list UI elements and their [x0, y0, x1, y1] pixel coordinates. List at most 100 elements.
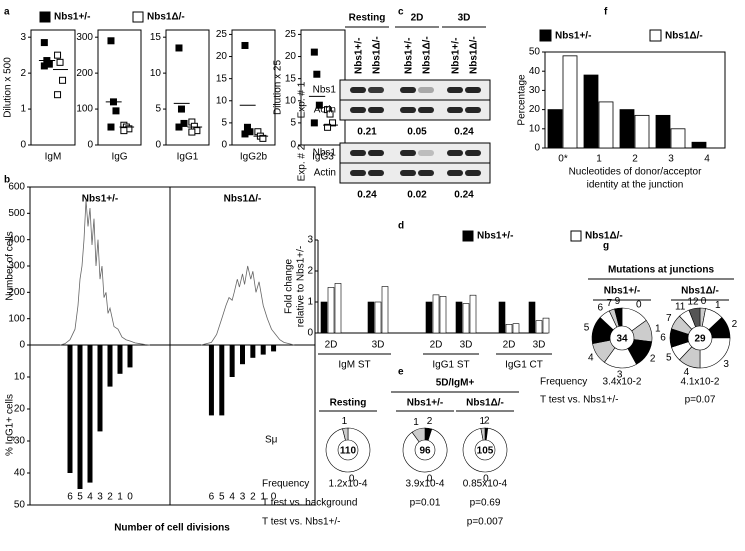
y-tick-label: 500 [8, 208, 25, 219]
bar [432, 294, 440, 334]
data-point [326, 110, 334, 118]
band [447, 107, 463, 113]
x-category-label: IgG [111, 152, 127, 163]
bar [455, 301, 463, 334]
slice-label: 1 [479, 416, 485, 427]
band [418, 107, 434, 113]
bar [367, 301, 375, 334]
data-point [175, 123, 183, 131]
data-point [120, 127, 128, 135]
group-title: 5D/IgM+ [436, 378, 475, 389]
band [368, 170, 384, 176]
x-tick-label: 0* [558, 154, 568, 165]
bar [439, 296, 447, 334]
experiment-label: Exp. # 1 [297, 81, 308, 118]
slice-label: 1 [342, 416, 348, 427]
x-tick-label: 3 [240, 492, 246, 503]
experiment-label: Exp. # 2 [297, 144, 308, 181]
pie-center [337, 439, 359, 461]
group-label: IgG1 ST [432, 360, 469, 371]
x-tick-label: 4 [87, 492, 93, 503]
x-category-label: IgM [45, 152, 62, 163]
row-cell: p=0.07 [685, 395, 716, 406]
bar [634, 114, 650, 149]
pie-total: 29 [694, 334, 706, 345]
row-cell: 4.1x10-2 [681, 377, 720, 388]
row-cell: p=0.01 [410, 498, 441, 509]
row-label: Sμ [265, 435, 278, 446]
x-tick-label: 3 [97, 492, 103, 503]
bar [334, 283, 342, 334]
x-category-label: IgG2b [240, 152, 268, 163]
y-tick-label: 15 [285, 73, 297, 84]
legend-label: Nbs1+/- [54, 12, 90, 23]
panel-label: g [603, 241, 609, 252]
panel-label: f [604, 7, 608, 18]
panel-label: e [398, 367, 404, 378]
y-tick-label: 10 [285, 95, 297, 106]
data-point [56, 58, 64, 66]
y-tick-label: 2 [20, 68, 26, 79]
panel-label: c [398, 7, 404, 18]
row-label: T test vs. Nbs1+/- [262, 517, 340, 528]
band [368, 150, 384, 156]
band [465, 170, 481, 176]
bar [505, 324, 513, 334]
histogram-line [59, 200, 151, 346]
bar [229, 345, 235, 377]
plot-frame [231, 29, 276, 146]
slice-label: 3 [723, 359, 729, 370]
condition-header: 3D [458, 13, 471, 24]
y-tick-label: 10 [529, 123, 541, 134]
bar [528, 301, 536, 334]
y-tick-label: 3 [307, 235, 313, 246]
ratio-label: 0.05 [407, 127, 427, 138]
bar [512, 323, 520, 334]
band [368, 107, 384, 113]
slice-label: 4 [684, 367, 690, 378]
y-tick-label: 0 [20, 140, 26, 151]
data-point [259, 134, 267, 142]
plot-frame [97, 29, 142, 146]
plot-frame [29, 186, 316, 506]
x-tick-label: 0 [271, 492, 277, 503]
y-tick-label: 1 [307, 297, 313, 308]
y-tick-label: 0 [534, 143, 540, 154]
band [418, 150, 434, 156]
bar [271, 345, 277, 352]
group-label: IgG1 CT [505, 360, 543, 371]
ratio-label: 0.24 [454, 127, 474, 138]
y-tick-label: 15 [150, 32, 162, 43]
pie-total: 96 [419, 446, 431, 457]
x-axis-title: Nucleotides of donor/acceptor [569, 167, 703, 178]
band [465, 107, 481, 113]
legend-swatch [39, 11, 51, 23]
panel-label: a [4, 7, 10, 18]
y-tick-label: 200 [8, 287, 25, 298]
panel-title: Nbs1Δ/- [224, 194, 262, 205]
bar [691, 141, 707, 149]
slice-label: 1 [655, 323, 661, 334]
ratio-label: 0.21 [357, 127, 377, 138]
band [350, 107, 366, 113]
column-header: Nbs1Δ/- [681, 286, 719, 297]
slice-label: 2 [732, 319, 738, 330]
slice-label: 11 [675, 301, 686, 312]
bar [542, 317, 550, 334]
legend-swatch [570, 230, 582, 242]
slice-label: 12 [688, 296, 700, 307]
row-cell: p=0.69 [470, 498, 501, 509]
band-label: Nbs1 [313, 148, 337, 159]
condition-header: 2D [411, 13, 424, 24]
band [350, 170, 366, 176]
bar [462, 303, 470, 334]
data-point [324, 123, 332, 131]
y-tick-label: 5 [221, 118, 227, 129]
band [400, 87, 416, 93]
band [465, 150, 481, 156]
bar [67, 345, 73, 473]
row-label: T test vs. Nbs1+/- [540, 395, 618, 406]
x-axis-title: identity at the junction [587, 180, 684, 191]
y-tick-label: 400 [8, 234, 25, 245]
slice-label: 2 [484, 416, 490, 427]
